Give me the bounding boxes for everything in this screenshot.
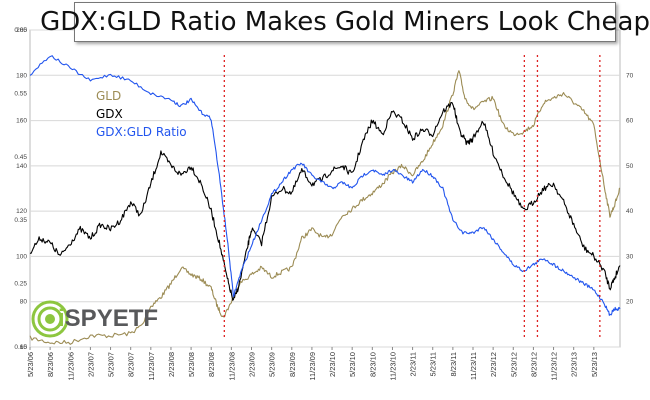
gdx-tick-label: 20 (626, 299, 634, 306)
x-tick-label: 11/23/10 (388, 352, 397, 381)
legend-gld: GLD (96, 89, 122, 103)
x-tick-label: 8/23/10 (368, 352, 377, 377)
ispyetf-logo: iSPYETF (30, 295, 180, 341)
ratio-tick-label: 0.25 (14, 281, 27, 288)
gld-tick-label: 80 (20, 299, 28, 306)
gld-tick-label: 160 (16, 118, 27, 125)
target-icon (31, 300, 69, 338)
x-tick-label: 2/23/07 (86, 352, 95, 377)
ratio-tick-label: 0.55 (14, 90, 27, 97)
gld-tick-label: 120 (16, 208, 27, 215)
gdx-tick-label: 40 (626, 208, 634, 215)
x-tick-label: 11/23/07 (147, 352, 156, 381)
logo-text: iSPYETF (58, 305, 159, 332)
x-tick-label: 5/23/09 (268, 352, 277, 377)
x-tick-label: 5/23/11 (429, 352, 438, 376)
gld-tick-label: 200 (16, 27, 27, 34)
x-tick-label: 2/23/11 (409, 352, 418, 376)
gdx-tick-label: 50 (626, 163, 634, 170)
ratio-tick-label: 0.45 (14, 154, 27, 161)
chart-title: GDX:GLD Ratio Makes Gold Miners Look Che… (40, 7, 650, 37)
x-tick-label: 5/23/07 (107, 352, 116, 377)
plot-area (29, 29, 621, 348)
ratio-series-line (29, 55, 621, 316)
x-tick-label: 8/23/09 (288, 352, 297, 377)
ratio-tick-label: 0.35 (14, 217, 27, 224)
gld-tick-label: 180 (16, 72, 27, 79)
x-tick-label: 11/23/09 (308, 352, 317, 381)
x-tick-label: 5/23/13 (590, 352, 599, 377)
x-tick-label: 8/23/11 (449, 352, 458, 376)
x-tick-label: 2/23/09 (248, 352, 257, 377)
ratio-tick-label: 0.15 (14, 344, 27, 351)
x-tick-label: 11/23/12 (550, 352, 559, 381)
gld-tick-label: 140 (16, 163, 27, 170)
x-tick-label: 5/23/06 (26, 352, 35, 377)
x-tick-label: 5/23/08 (187, 352, 196, 377)
x-tick-label: 8/23/12 (529, 352, 538, 377)
legend-gdx: GDX (96, 107, 123, 121)
gld-tick-label: 60 (20, 344, 28, 351)
x-tick-label: 2/23/12 (489, 352, 498, 377)
gdx-series-line (29, 101, 621, 301)
x-tick-label: 11/23/11 (469, 352, 478, 380)
x-tick-label: 11/23/08 (227, 352, 236, 381)
gld-tick-label: 100 (16, 253, 27, 260)
x-tick-label: 2/23/08 (167, 352, 176, 377)
legend-ratio: GDX:GLD Ratio (96, 125, 187, 139)
x-tick-label: 11/23/06 (66, 352, 75, 381)
x-tick-label: 8/23/08 (207, 352, 216, 377)
x-tick-label: 2/23/10 (328, 352, 337, 377)
x-tick-label: 5/23/10 (348, 352, 357, 377)
x-tick-label: 5/23/12 (509, 352, 518, 377)
gdx-tick-label: 70 (626, 72, 634, 79)
chart-title-box: GDX:GLD Ratio Makes Gold Miners Look Che… (40, 2, 650, 42)
ratio-tick-label: 0.65 (14, 27, 27, 34)
x-tick-label: 2/23/13 (570, 352, 579, 377)
gdx-tick-label: 60 (626, 118, 634, 125)
x-tick-label: 8/23/07 (127, 352, 136, 377)
x-tick-label: 8/23/06 (46, 352, 55, 377)
gdx-tick-label: 30 (626, 253, 634, 260)
gld-series-line (29, 70, 621, 345)
